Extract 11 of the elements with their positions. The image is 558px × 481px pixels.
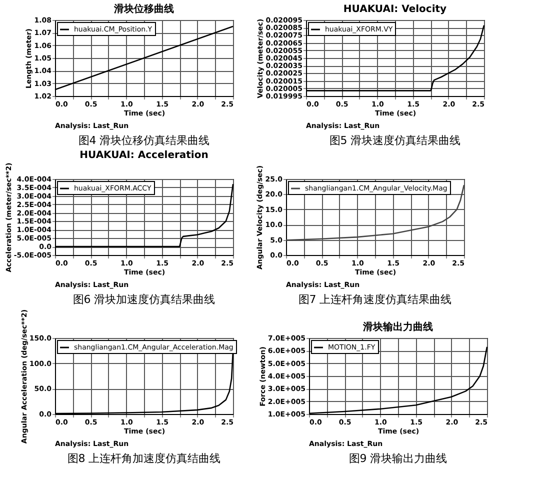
chart-title: HUAKUAI: Acceleration bbox=[80, 150, 208, 162]
caption: 图8 上连杆角加速度仿真结曲线 bbox=[67, 452, 221, 465]
chart-title: 滑块输出力曲线 bbox=[362, 321, 433, 333]
chart-title: 滑块位移曲线 bbox=[113, 3, 174, 15]
caption: 图4 滑块位移仿真结果曲线 bbox=[78, 134, 210, 147]
caption: 图5 滑块速度仿真结果曲线 bbox=[329, 134, 461, 147]
chart-title: HUAKUAI: Velocity bbox=[343, 4, 448, 15]
caption: 图9 滑块输出力曲线 bbox=[348, 452, 448, 465]
caption: 图6 滑块加速度仿真结果曲线 bbox=[72, 293, 216, 306]
line-series bbox=[285, 184, 465, 241]
caption: 图7 上连杆角速度仿真结果曲线 bbox=[298, 293, 452, 306]
